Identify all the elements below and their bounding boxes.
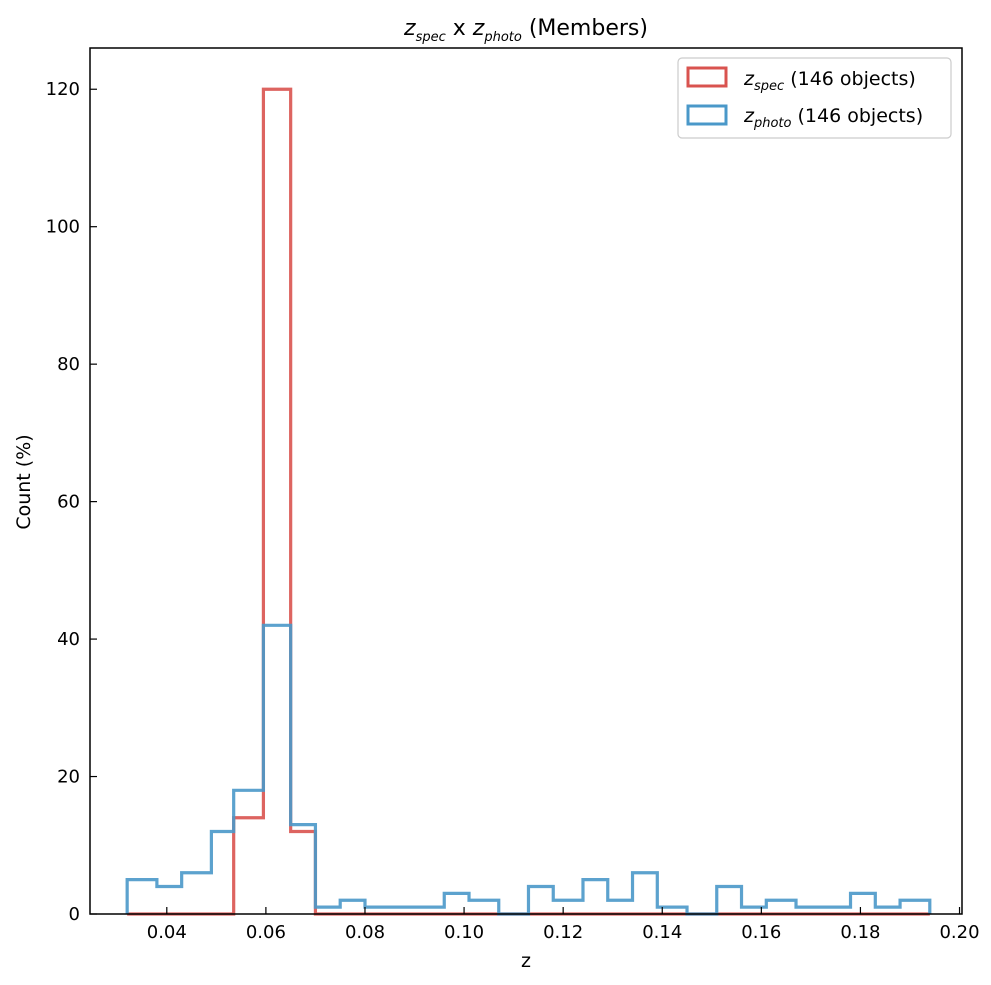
- y-tick-label: 60: [57, 492, 80, 513]
- x-tick-label: 0.20: [939, 922, 979, 943]
- legend-label-zspec: zspec (146 objects): [743, 68, 916, 94]
- x-tick-label: 0.16: [741, 922, 781, 943]
- legend-swatch-zspec: [686, 66, 728, 88]
- x-tick-label: 0.06: [246, 922, 286, 943]
- x-tick-label: 0.10: [444, 922, 484, 943]
- histogram-step-zphoto: [125, 623, 932, 916]
- x-tick-label: 0.18: [840, 922, 880, 943]
- y-axis-label: Count (%): [13, 434, 35, 529]
- y-tick-label: 20: [57, 767, 80, 788]
- y-tick-label: 0: [69, 904, 80, 925]
- x-axis-label: z: [521, 950, 531, 972]
- legend: zspec (146 objects) zphoto (146 objects): [677, 57, 952, 139]
- y-tick-label: 80: [57, 354, 80, 375]
- legend-label-zphoto: zphoto (146 objects): [743, 105, 923, 131]
- y-tick-label: 120: [46, 79, 80, 100]
- y-tick-label: 40: [57, 629, 80, 650]
- x-tick-label: 0.12: [543, 922, 583, 943]
- x-tick-label: 0.14: [642, 922, 682, 943]
- y-tick-label: 100: [46, 217, 80, 238]
- plot-frame: [89, 47, 963, 915]
- chart-title: zspec x zphoto (Members): [403, 16, 648, 45]
- ticks-layer: 0.04 0.06 0.08 0.10 0.12 0.14 0.16 0.18 0.20 0 20 4…: [46, 79, 980, 943]
- x-tick-label: 0.08: [345, 922, 385, 943]
- x-tick-label: 0.04: [147, 922, 187, 943]
- legend-box: [677, 57, 952, 139]
- legend-swatch-zphoto: [686, 104, 728, 126]
